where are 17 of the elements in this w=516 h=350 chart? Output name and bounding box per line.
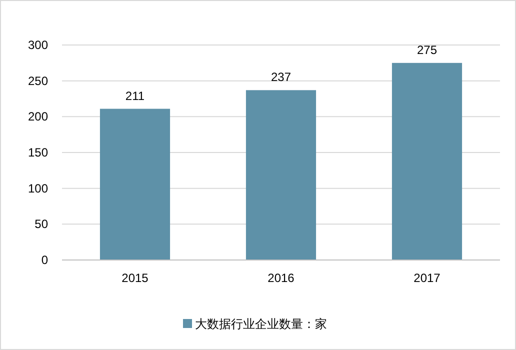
bar	[392, 62, 462, 260]
x-tick-label: 2016	[268, 271, 295, 285]
y-tick-label: 300	[28, 38, 48, 52]
data-label: 211	[125, 88, 145, 103]
x-tick-label: 2017	[414, 271, 441, 285]
data-label: 237	[270, 70, 292, 84]
bar	[246, 90, 316, 260]
bar	[100, 108, 170, 260]
y-tick-label: 50	[34, 217, 48, 232]
y-tick-label: 250	[28, 74, 48, 88]
x-tick-label: 2015	[122, 271, 149, 285]
y-tick-label: 100	[28, 181, 48, 196]
legend-label: 大数据行业企业数量：家	[195, 317, 327, 331]
y-tick-label: 150	[28, 146, 48, 160]
data-label: 275	[416, 42, 438, 57]
y-tick-label: 0	[41, 253, 48, 267]
y-tick-label: 200	[28, 110, 48, 124]
